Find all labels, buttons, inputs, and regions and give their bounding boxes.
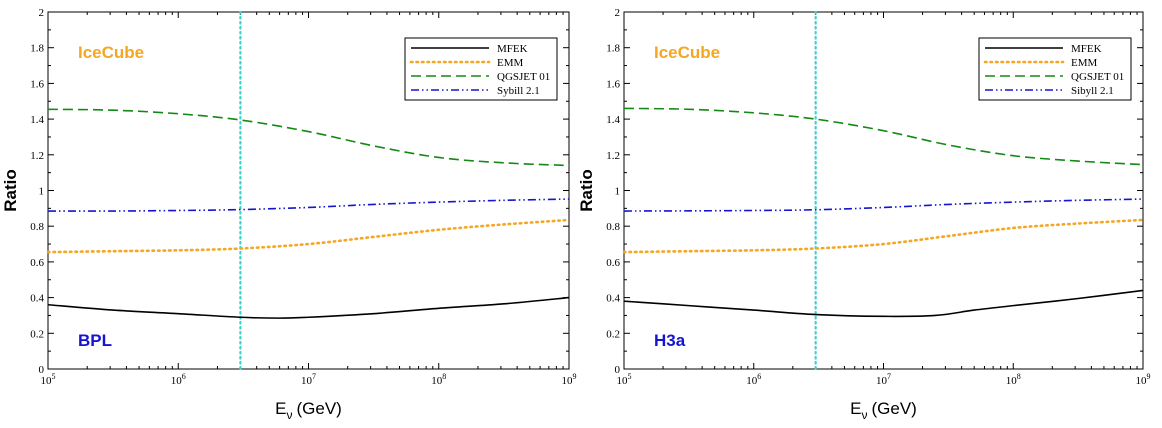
y-tick-label: 0.8 bbox=[30, 221, 44, 233]
y-tick-label: 2 bbox=[39, 7, 45, 19]
y-tick-label: 0 bbox=[39, 364, 45, 376]
x-tick-label: 108 bbox=[1006, 372, 1021, 387]
legend: MFEK EMM QGSJET 01 Sybill 2.1 bbox=[404, 37, 558, 101]
y-tick-label: 2 bbox=[615, 7, 621, 19]
x-tick-label: 107 bbox=[876, 372, 891, 387]
legend-entry: EMM bbox=[497, 57, 524, 69]
x-axis-label: Eν (GeV) bbox=[275, 399, 342, 422]
x-tick-label: 108 bbox=[431, 372, 446, 387]
annotation-model: H3a bbox=[654, 331, 686, 350]
series-line-sybill-2-1 bbox=[47, 198, 570, 212]
y-tick-label: 0.2 bbox=[606, 328, 620, 340]
legend-entry: EMM bbox=[1071, 57, 1098, 69]
y-tick-label: 1.4 bbox=[30, 114, 44, 126]
y-tick-label: 1.2 bbox=[30, 150, 44, 162]
series-line-emm bbox=[622, 218, 1145, 254]
y-tick-label: 1 bbox=[615, 186, 621, 198]
y-tick-label: 0.8 bbox=[606, 221, 620, 233]
chart-panel-2: 0 0.2 0.4 0.6 0.8 1 1.2 1.4 1.6 1.8 2 105 106 107 108 1… bbox=[577, 7, 1151, 422]
legend: MFEK EMM QGSJET 01 Sibyll 2.1 bbox=[978, 37, 1132, 101]
x-axis-label: Eν (GeV) bbox=[850, 399, 917, 422]
y-axis-label: Ratio bbox=[577, 169, 596, 212]
y-tick-label: 0.6 bbox=[606, 257, 620, 269]
y-tick-label: 0.4 bbox=[30, 293, 44, 305]
y-tick-label: 0.2 bbox=[30, 328, 44, 340]
y-tick-label: 1.6 bbox=[30, 78, 44, 90]
y-tick-label: 1.8 bbox=[30, 43, 44, 55]
series-line-mfek bbox=[623, 289, 1144, 318]
annotation-detector: IceCube bbox=[78, 43, 144, 62]
y-tick-label: 0.4 bbox=[606, 293, 620, 305]
legend-entry: MFEK bbox=[497, 43, 528, 55]
annotation-model: BPL bbox=[78, 331, 112, 350]
annotation-detector: IceCube bbox=[654, 43, 720, 62]
series-line-mfek bbox=[47, 296, 570, 319]
x-tick-label: 109 bbox=[1136, 372, 1151, 387]
series-line-qgsjet-01 bbox=[47, 108, 570, 167]
series-line-qgsjet-01 bbox=[623, 107, 1144, 166]
y-tick-label: 1.2 bbox=[606, 150, 620, 162]
y-tick-label: 1.4 bbox=[606, 114, 620, 126]
y-tick-label: 1.8 bbox=[606, 43, 620, 55]
x-tick-label: 105 bbox=[41, 372, 56, 387]
x-tick-label: 106 bbox=[171, 372, 186, 387]
series-line-sibyll-2-1 bbox=[623, 198, 1144, 212]
x-tick-label: 107 bbox=[301, 372, 316, 387]
x-tick-label: 105 bbox=[617, 372, 632, 387]
legend-entry: Sibyll 2.1 bbox=[1071, 85, 1114, 97]
y-tick-label: 0.6 bbox=[30, 257, 44, 269]
chart-panel-1: 0 0.2 0.4 0.6 0.8 1 1.2 1.4 1.6 1.8 2 105 106 107 108 1… bbox=[1, 7, 577, 422]
legend-entry: QGSJET 01 bbox=[1071, 71, 1124, 83]
y-tick-label: 0 bbox=[615, 364, 621, 376]
legend-entry: MFEK bbox=[1071, 43, 1102, 55]
x-tick-label: 109 bbox=[562, 372, 577, 387]
y-tick-label: 1 bbox=[39, 186, 45, 198]
x-tick-label: 106 bbox=[746, 372, 761, 387]
legend-entry: Sybill 2.1 bbox=[497, 85, 540, 97]
y-axis-label: Ratio bbox=[1, 169, 20, 212]
series-line-emm bbox=[46, 218, 571, 254]
legend-entry: QGSJET 01 bbox=[497, 71, 550, 83]
y-tick-label: 1.6 bbox=[606, 78, 620, 90]
